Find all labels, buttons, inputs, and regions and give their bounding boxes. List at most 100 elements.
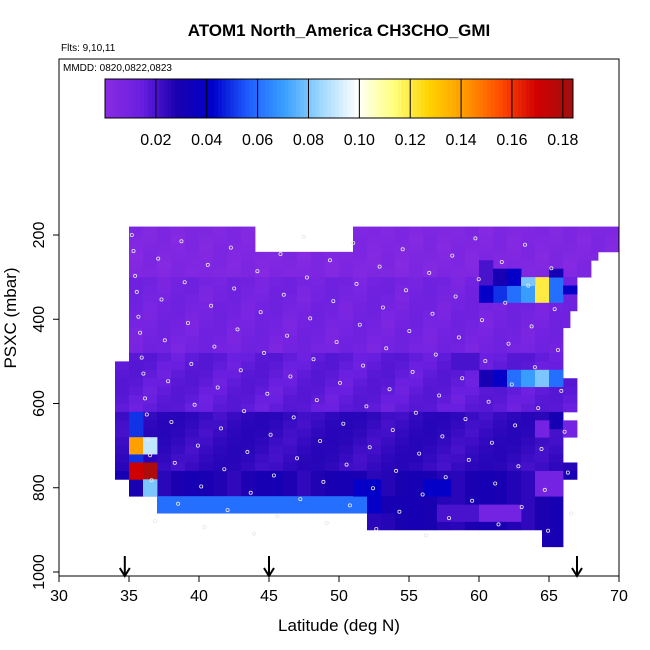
- heatmap-cell: [339, 319, 354, 329]
- colorbar-segment: [272, 79, 278, 118]
- heatmap-cell: [535, 268, 550, 278]
- sample-marker: [255, 269, 260, 274]
- heatmap-cell: [227, 268, 242, 278]
- heatmap-cell: [479, 487, 494, 497]
- heatmap-cell: [143, 386, 158, 396]
- sample-marker: [549, 266, 554, 271]
- heatmap-cell: [325, 293, 340, 303]
- heatmap-cell: [157, 352, 172, 362]
- sample-marker: [476, 277, 481, 282]
- heatmap-cell: [199, 487, 214, 497]
- heatmap-cell: [255, 336, 270, 345]
- heatmap-cell: [143, 420, 158, 430]
- heatmap-cell: [521, 386, 536, 396]
- heatmap-cell: [227, 420, 242, 430]
- heatmap-cell: [507, 235, 522, 244]
- heatmap-cell: [507, 251, 522, 261]
- heatmap-cell: [227, 403, 242, 413]
- heatmap-cell: [409, 487, 424, 497]
- sample-marker: [364, 404, 369, 409]
- heatmap-cell: [353, 302, 368, 312]
- heatmap-cell: [381, 479, 396, 489]
- heatmap-cell: [199, 302, 214, 312]
- heatmap-cell: [157, 403, 172, 413]
- heatmap-cell: [241, 226, 256, 236]
- heatmap-cell: [311, 369, 326, 379]
- x-tick-label: 30: [50, 588, 68, 605]
- heatmap-cell: [269, 293, 284, 303]
- heatmap-cell: [297, 260, 312, 270]
- heatmap-cell: [171, 437, 186, 447]
- heatmap-cell: [255, 352, 270, 362]
- heatmap-cell: [549, 344, 564, 354]
- heatmap-cell: [213, 369, 228, 379]
- heatmap-cell: [311, 302, 326, 312]
- heatmap-cell: [269, 361, 284, 371]
- heatmap-cell: [493, 302, 508, 312]
- heatmap-cell: [423, 235, 438, 244]
- heatmap-cell: [185, 319, 200, 329]
- heatmap-cell: [255, 310, 270, 320]
- heatmap-cell: [269, 487, 284, 497]
- colorbar-segment: [132, 79, 137, 118]
- heatmap-cell-value: [563, 420, 578, 438]
- heatmap-cell: [115, 437, 130, 447]
- heatmap-cell-value: [129, 462, 144, 480]
- heatmap-cell: [353, 386, 368, 396]
- heatmap-cell: [339, 479, 354, 489]
- colorbar-segment: [124, 79, 129, 118]
- heatmap-cell: [185, 437, 200, 447]
- heatmap-cell: [395, 285, 410, 295]
- heatmap-cell: [185, 454, 200, 463]
- heatmap-cell: [367, 251, 382, 261]
- heatmap-cell: [255, 487, 270, 497]
- heatmap-cell: [395, 226, 410, 236]
- heatmap-cell: [535, 361, 550, 371]
- heatmap-cell: [465, 428, 480, 438]
- heatmap-cell: [423, 445, 438, 455]
- heatmap-cell: [549, 302, 564, 312]
- heatmap-cell: [143, 319, 158, 329]
- heatmap-cell: [367, 243, 382, 253]
- heatmap-cell: [381, 251, 396, 261]
- heatmap-cell: [143, 235, 158, 244]
- heatmap-cell: [395, 378, 410, 388]
- heatmap-cell: [409, 268, 424, 278]
- heatmap-cell: [465, 277, 480, 286]
- heatmap-cell: [437, 420, 452, 430]
- heatmap-cell-value: [521, 277, 536, 286]
- heatmap-cell: [367, 454, 382, 463]
- heatmap-cell: [423, 352, 438, 362]
- heatmap-cell: [395, 403, 410, 413]
- heatmap-cell: [437, 521, 452, 531]
- heatmap-cell: [297, 293, 312, 303]
- sample-marker: [546, 528, 551, 533]
- heatmap-cell: [241, 260, 256, 270]
- heatmap-cell: [171, 445, 186, 455]
- heatmap-cell: [157, 293, 172, 303]
- heatmap-cell: [353, 226, 368, 236]
- heatmap-cell: [395, 513, 410, 522]
- colorbar-segment: [198, 79, 203, 118]
- heatmap-cell: [241, 268, 256, 278]
- heatmap-cell: [493, 428, 508, 438]
- heatmap-cell: [283, 310, 298, 320]
- colorbar-segment: [183, 79, 188, 118]
- heatmap-cell: [269, 386, 284, 396]
- sample-marker: [142, 396, 147, 401]
- heatmap-cell: [507, 344, 522, 354]
- colorbar-segment: [190, 79, 196, 118]
- heatmap-cell: [479, 470, 494, 480]
- heatmap-cell: [507, 479, 522, 489]
- sample-marker: [483, 358, 488, 363]
- heatmap-cell: [451, 462, 466, 472]
- heatmap-cell: [507, 462, 522, 472]
- heatmap-cell: [521, 411, 536, 421]
- heatmap-cell: [367, 361, 382, 371]
- heatmap-cell: [339, 336, 354, 345]
- heatmap-cell: [479, 336, 494, 345]
- heatmap-cell: [423, 251, 438, 261]
- sample-marker: [205, 262, 210, 267]
- heatmap-cell: [395, 411, 410, 421]
- heatmap-cell: [297, 487, 312, 497]
